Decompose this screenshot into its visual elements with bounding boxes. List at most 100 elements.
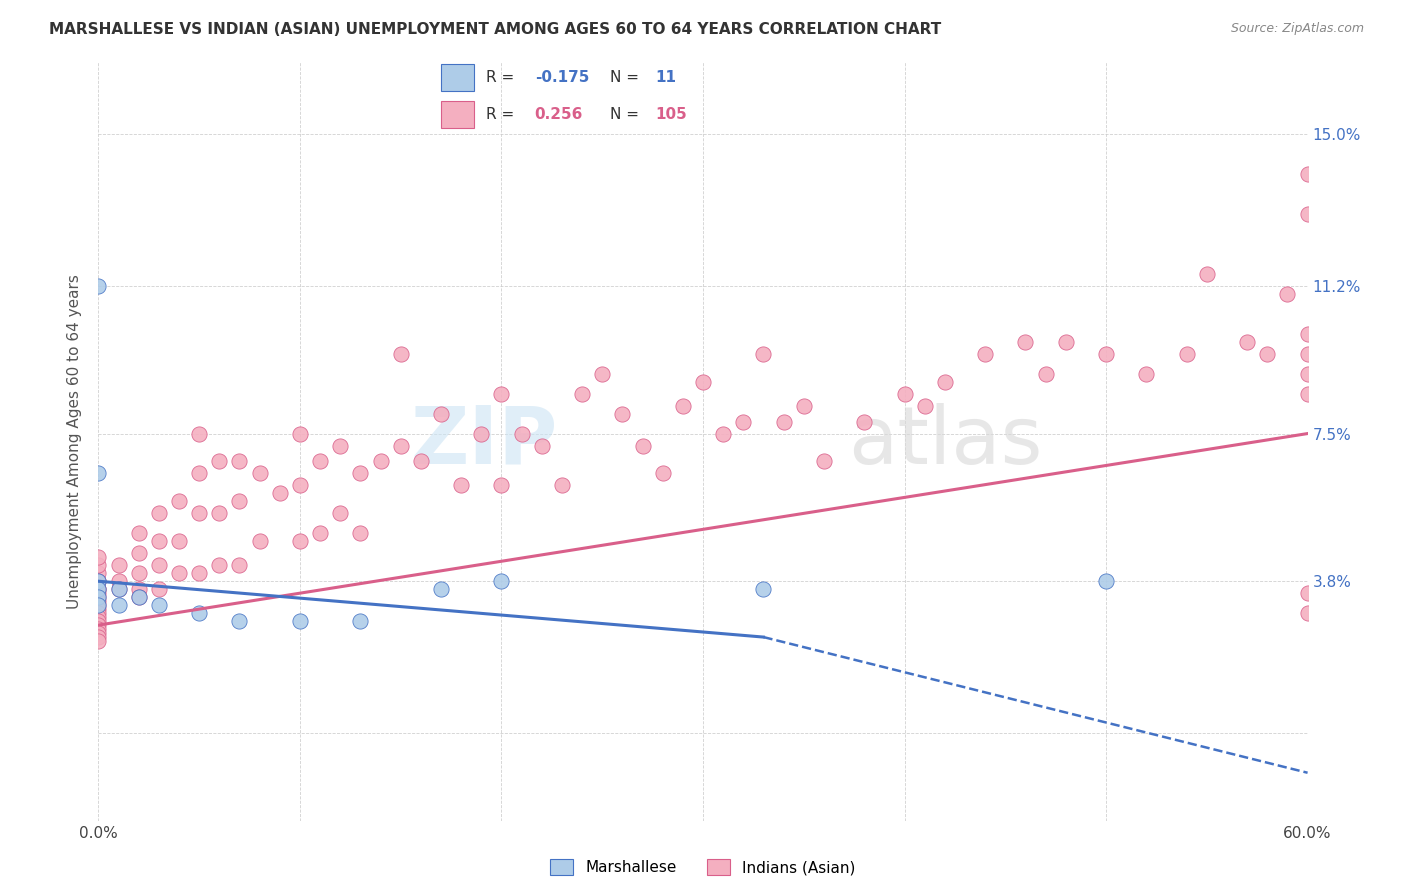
- Point: [974, 347, 997, 361]
- Point: [612, 407, 634, 421]
- Point: [1256, 347, 1278, 361]
- Text: atlas: atlas: [848, 402, 1042, 481]
- Point: [87, 630, 110, 644]
- Point: [288, 426, 311, 441]
- Point: [87, 594, 110, 608]
- Point: [87, 626, 110, 640]
- Point: [752, 347, 775, 361]
- Point: [128, 546, 150, 560]
- Point: [1296, 606, 1319, 620]
- Point: [1277, 286, 1299, 301]
- Point: [733, 415, 755, 429]
- Point: [389, 347, 412, 361]
- Point: [752, 582, 775, 597]
- Text: -0.175: -0.175: [534, 70, 589, 85]
- Point: [87, 598, 110, 612]
- Point: [107, 582, 129, 597]
- Point: [128, 590, 150, 604]
- Point: [87, 574, 110, 589]
- Point: [208, 558, 231, 573]
- Text: 0.256: 0.256: [534, 107, 583, 122]
- Point: [208, 507, 231, 521]
- Point: [793, 399, 815, 413]
- Point: [1296, 386, 1319, 401]
- Point: [128, 566, 150, 581]
- Point: [430, 582, 453, 597]
- Point: [228, 494, 250, 508]
- Text: R =: R =: [486, 107, 519, 122]
- Point: [269, 486, 291, 500]
- Point: [1296, 367, 1319, 381]
- Point: [87, 279, 110, 293]
- Point: [893, 386, 915, 401]
- Point: [1014, 334, 1036, 349]
- Text: MARSHALLESE VS INDIAN (ASIAN) UNEMPLOYMENT AMONG AGES 60 TO 64 YEARS CORRELATION: MARSHALLESE VS INDIAN (ASIAN) UNEMPLOYME…: [49, 22, 942, 37]
- Point: [228, 614, 250, 628]
- Text: 11: 11: [655, 70, 676, 85]
- Point: [1135, 367, 1157, 381]
- Point: [711, 426, 734, 441]
- Point: [1195, 267, 1218, 281]
- Point: [491, 478, 513, 492]
- Point: [188, 467, 211, 481]
- Point: [128, 526, 150, 541]
- Point: [389, 438, 412, 452]
- Point: [87, 622, 110, 636]
- Point: [450, 478, 472, 492]
- Point: [551, 478, 574, 492]
- Point: [87, 590, 110, 604]
- Point: [148, 534, 170, 549]
- Point: [288, 478, 311, 492]
- Point: [87, 582, 110, 597]
- Point: [813, 454, 835, 468]
- Point: [1175, 347, 1198, 361]
- Point: [87, 574, 110, 589]
- Y-axis label: Unemployment Among Ages 60 to 64 years: Unemployment Among Ages 60 to 64 years: [67, 274, 83, 609]
- Point: [107, 558, 129, 573]
- Point: [349, 614, 371, 628]
- Point: [148, 598, 170, 612]
- Point: [87, 582, 110, 597]
- Point: [87, 566, 110, 581]
- Point: [188, 426, 211, 441]
- Text: R =: R =: [486, 70, 519, 85]
- Point: [188, 566, 211, 581]
- Point: [87, 550, 110, 565]
- Point: [128, 582, 150, 597]
- Point: [1296, 167, 1319, 181]
- FancyBboxPatch shape: [441, 63, 474, 91]
- Point: [87, 558, 110, 573]
- Point: [167, 494, 190, 508]
- Point: [249, 534, 271, 549]
- Point: [571, 386, 593, 401]
- Point: [329, 438, 352, 452]
- Point: [329, 507, 352, 521]
- FancyBboxPatch shape: [441, 101, 474, 128]
- Point: [148, 507, 170, 521]
- Text: N =: N =: [610, 70, 644, 85]
- Point: [87, 586, 110, 600]
- Point: [772, 415, 794, 429]
- Point: [87, 598, 110, 612]
- Point: [530, 438, 553, 452]
- Point: [672, 399, 695, 413]
- Point: [853, 415, 876, 429]
- Point: [249, 467, 271, 481]
- Point: [349, 467, 371, 481]
- Point: [167, 566, 190, 581]
- Point: [167, 534, 190, 549]
- Point: [148, 558, 170, 573]
- Point: [148, 582, 170, 597]
- Point: [370, 454, 392, 468]
- Point: [409, 454, 432, 468]
- Point: [934, 375, 956, 389]
- Point: [692, 375, 714, 389]
- Point: [87, 590, 110, 604]
- Point: [87, 582, 110, 597]
- Point: [87, 610, 110, 624]
- Point: [87, 634, 110, 648]
- Point: [349, 526, 371, 541]
- Point: [228, 558, 250, 573]
- Point: [188, 606, 211, 620]
- Point: [1296, 586, 1319, 600]
